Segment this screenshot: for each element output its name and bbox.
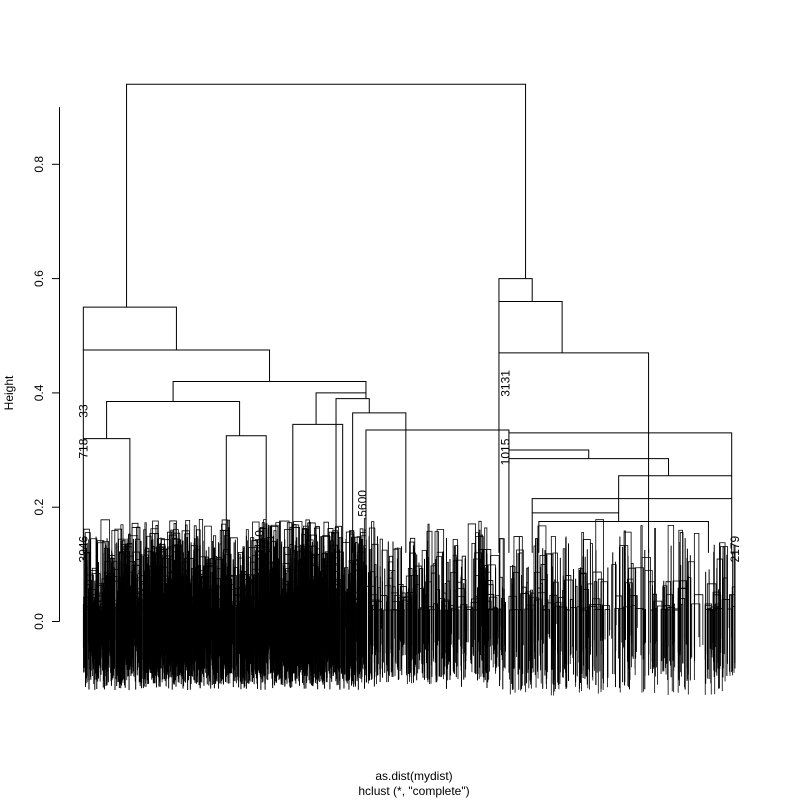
leaf-merge <box>601 605 610 641</box>
leaf-label: 33 <box>76 404 90 418</box>
y-tick-label: 0.0 <box>32 613 46 630</box>
dendrogram-merge <box>538 520 709 553</box>
leaf-merge <box>665 609 671 668</box>
leaf-merge <box>380 608 383 645</box>
leaf-merge <box>369 600 378 639</box>
leaf-merge <box>436 529 445 681</box>
dendrogram-merge <box>498 352 650 553</box>
leaf-merge <box>533 545 537 642</box>
leaf-merge <box>597 578 604 694</box>
dendrogram-merge <box>498 300 563 353</box>
leaf-merge <box>516 549 524 652</box>
leaf-labels: 33 718 3131 1015 3946 2179 2410 5600 <box>76 370 742 563</box>
leaf-merge <box>482 549 492 641</box>
leaf-label: 2410 <box>253 530 267 557</box>
leaf-merge <box>687 561 695 695</box>
leaf-label: 3946 <box>76 535 90 562</box>
dendrogram-merge <box>106 400 241 439</box>
leaf-merge <box>691 603 701 658</box>
leaf-merge <box>421 550 427 674</box>
x-axis-label: as.dist(mydist) <box>375 769 452 783</box>
dendrogram-merge <box>498 278 533 302</box>
leaf-merge <box>402 599 412 648</box>
leaf-merge <box>149 533 159 661</box>
method-sublabel: hclust (*, "complete") <box>358 784 469 798</box>
dendrogram-merge <box>292 423 344 553</box>
dendrogram-merge <box>352 412 407 553</box>
dendrogram-merge <box>315 392 367 425</box>
leaf-merge <box>672 603 675 645</box>
y-axis: 0.0 0.2 0.4 0.6 0.8 <box>32 107 60 630</box>
leaf-merge <box>386 596 388 683</box>
leaf-label: 718 <box>76 438 90 458</box>
leaf-merge <box>704 603 712 660</box>
dendrogram-merge <box>335 398 370 553</box>
leaf-merge <box>540 609 548 684</box>
y-tick-label: 0.4 <box>32 384 46 401</box>
dendrogram-merge <box>531 512 620 553</box>
leaf-merge <box>398 597 407 680</box>
leaf-merge <box>706 583 717 679</box>
leaf-merge <box>641 609 644 693</box>
leaf-merge <box>590 543 593 655</box>
leaf-merge <box>581 532 585 674</box>
leaf-label: 5600 <box>356 490 370 517</box>
leaf-merge <box>283 590 289 655</box>
dendrogram-merge <box>508 449 590 459</box>
dendrogram-merge <box>225 435 267 553</box>
y-tick-label: 0.8 <box>32 156 46 173</box>
leaf-merge <box>611 564 617 639</box>
leaf-label: 1015 <box>499 438 513 465</box>
leaf-merge <box>619 545 629 688</box>
leaf-merge <box>526 567 529 683</box>
leaf-merge <box>263 519 267 661</box>
y-axis-label: Height <box>2 375 16 410</box>
y-tick-label: 0.2 <box>32 499 46 516</box>
dendrogram-merge <box>618 475 733 513</box>
leaf-merge <box>653 600 663 668</box>
y-tick-label: 0.6 <box>32 270 46 287</box>
dendrogram-merge <box>508 432 733 476</box>
dendrogram-tree <box>82 83 733 553</box>
leaf-cluster-mass <box>82 518 736 696</box>
leaf-merge <box>537 525 547 669</box>
leaf-label: 3131 <box>499 370 513 397</box>
leaf-merge <box>533 599 539 644</box>
dendrogram-merge <box>365 429 510 553</box>
leaf-merge <box>557 606 562 654</box>
leaf-merge <box>631 595 638 644</box>
dendrogram-merge <box>531 498 733 553</box>
leaf-merge <box>694 594 704 661</box>
leaf-merge <box>400 586 407 642</box>
dendrogram-merge <box>508 458 670 553</box>
dendrogram-merge <box>82 306 177 351</box>
leaf-merge <box>432 563 437 662</box>
dendrogram-merge <box>82 349 271 439</box>
dendrogram-merge <box>172 380 367 402</box>
leaf-merge <box>565 609 569 670</box>
dendrogram-merge <box>126 83 527 308</box>
leaf-merge <box>530 589 533 683</box>
leaf-merge <box>729 594 732 676</box>
leaf-merge <box>388 570 396 642</box>
leaf-merge <box>640 525 643 656</box>
leaf-merge <box>520 593 530 691</box>
leaf-label: 2179 <box>728 535 742 562</box>
dendrogram-merge <box>82 438 131 553</box>
